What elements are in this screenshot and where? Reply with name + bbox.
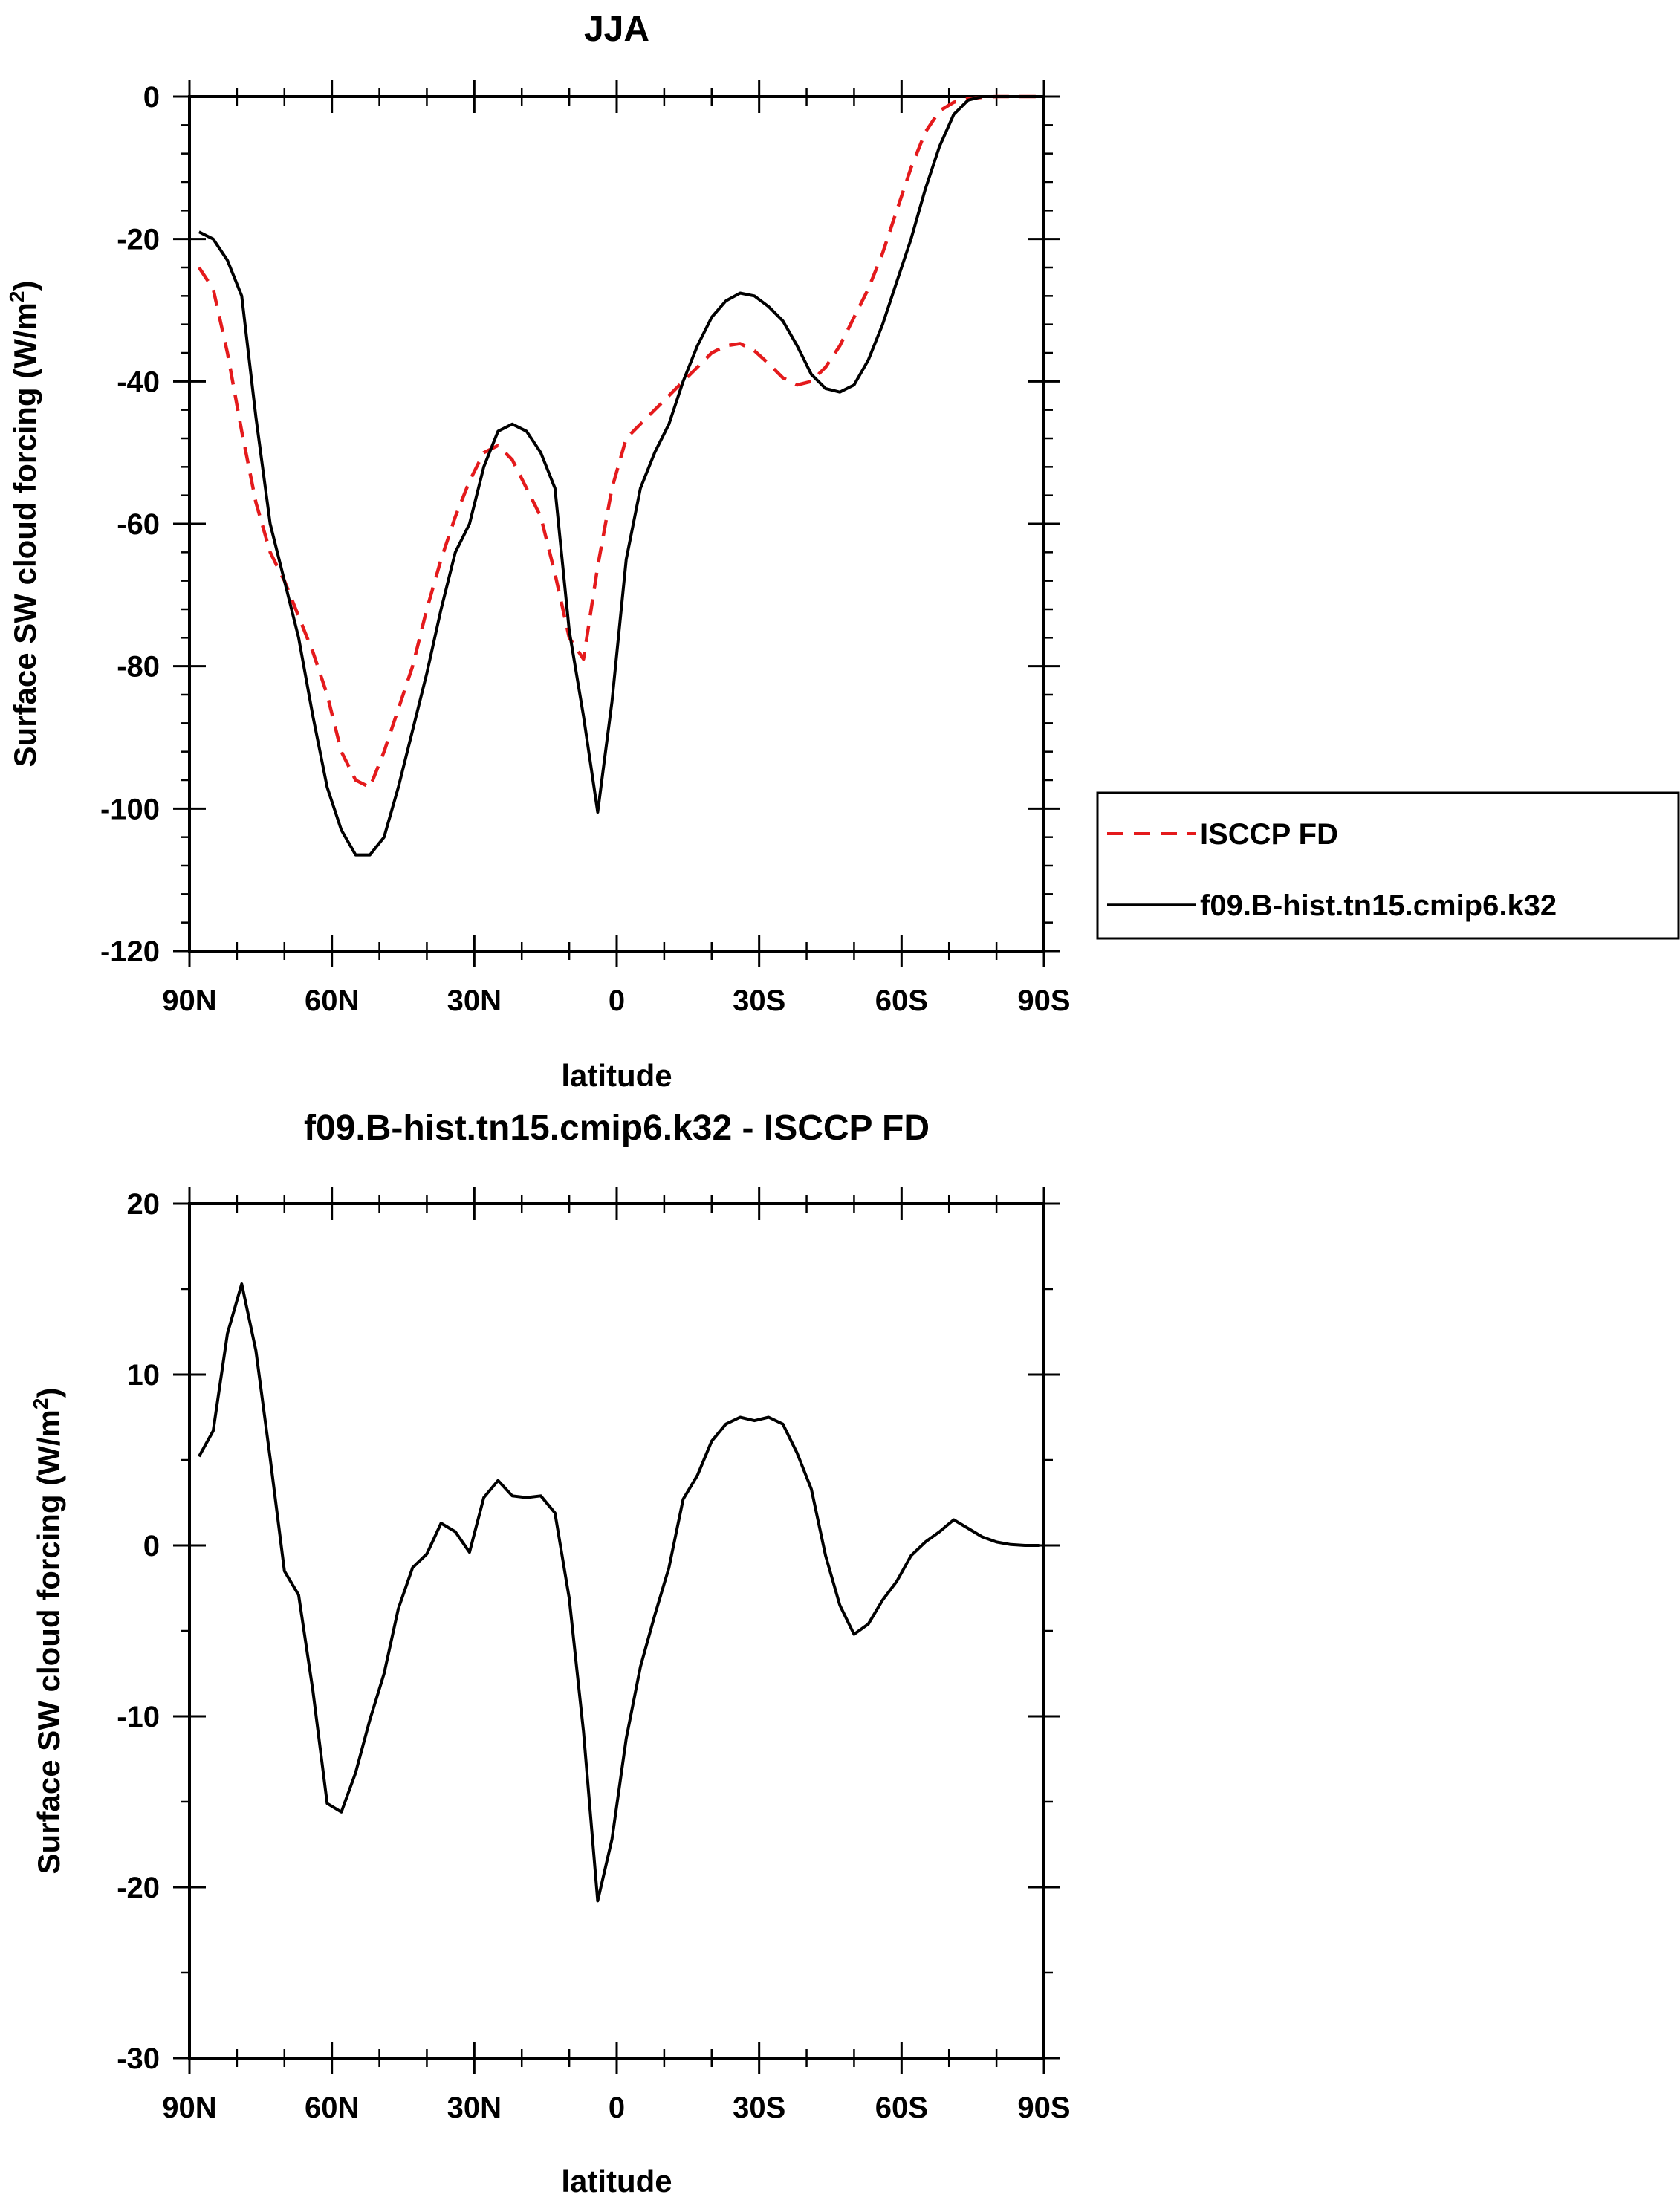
y-tick-label: -120 <box>100 935 160 968</box>
x-tick-label: 30N <box>447 984 502 1017</box>
y-tick-label: 0 <box>143 1530 160 1563</box>
series-lines <box>197 94 1040 857</box>
series-line-0 <box>198 1282 1040 1903</box>
x-tick-label: 90N <box>162 2092 216 2124</box>
y-tick-label: 20 <box>127 1188 160 1221</box>
x-tick-label: 90S <box>1017 984 1070 1017</box>
y-tick-label: -80 <box>117 651 160 684</box>
plot-frame <box>188 1202 1045 2060</box>
x-tick-label: 0 <box>609 984 625 1017</box>
x-tick-label: 30N <box>447 2092 502 2124</box>
x-tick-label: 90S <box>1017 2092 1070 2124</box>
chart-title: JJA <box>584 10 649 49</box>
series-lines <box>198 1282 1040 1903</box>
y-axis: 0 -20 -40 -60 -80 -100 -120 <box>100 81 1060 968</box>
y-tick-label: -20 <box>117 1872 160 1904</box>
x-axis-label: latitude <box>561 1058 672 1093</box>
panel-top: JJA 0 -20 -40 -60 -80 -100 -120 90N 60N 30N 0 30S 6… <box>5 10 1680 1093</box>
x-axis-label: latitude <box>561 2164 672 2199</box>
x-tick-label: 60S <box>875 984 928 1017</box>
y-tick-label: 10 <box>127 1359 160 1392</box>
legend: ISCCP FD f09.B-hist.tn15.cmip6.k32 <box>1096 791 1680 940</box>
x-tick-label: 0 <box>609 2092 625 2124</box>
y-tick-label: -100 <box>100 793 160 825</box>
y-tick-label: 0 <box>143 81 160 114</box>
chart-title: f09.B-hist.tn15.cmip6.k32 - ISCCP FD <box>304 1109 930 1148</box>
y-axis: 20 10 0 -10 -20 -30 <box>117 1188 1060 2075</box>
y-tick-label: -40 <box>117 366 160 398</box>
x-tick-label: 90N <box>162 984 216 1017</box>
series-line-0 <box>197 94 1040 789</box>
x-tick-label: 30S <box>733 2092 785 2124</box>
y-tick-label: -20 <box>117 224 160 256</box>
y-axis-label: Surface SW cloud forcing (W/m2) <box>5 281 42 768</box>
x-tick-label: 60S <box>875 2092 928 2124</box>
legend-label-isccp: ISCCP FD <box>1200 818 1338 851</box>
panel-bottom: f09.B-hist.tn15.cmip6.k32 - ISCCP FD 20 1… <box>29 1109 1071 2199</box>
legend-label-model: f09.B-hist.tn15.cmip6.k32 <box>1200 889 1557 922</box>
y-axis-label: Surface SW cloud forcing (W/m2) <box>29 1388 66 1875</box>
y-tick-label: -60 <box>117 508 160 541</box>
legend-box <box>1096 791 1680 940</box>
x-axis: 90N 60N 30N 0 30S 60S 90S <box>162 1187 1071 2124</box>
y-tick-label: -10 <box>117 1701 160 1733</box>
y-tick-label: -30 <box>117 2042 160 2075</box>
x-tick-label: 60N <box>305 984 359 1017</box>
x-tick-label: 30S <box>733 984 785 1017</box>
x-axis: 90N 60N 30N 0 30S 60S 90S <box>162 80 1071 1017</box>
x-tick-label: 60N <box>305 2092 359 2124</box>
series-line-1 <box>198 95 1040 857</box>
